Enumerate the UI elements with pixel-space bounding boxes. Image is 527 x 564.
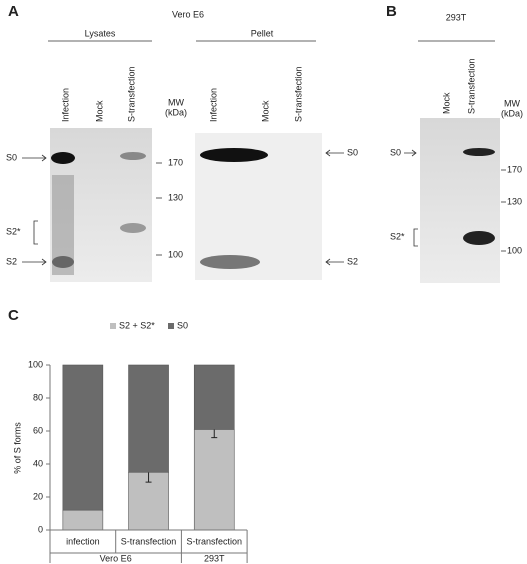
group-label: 293T [204,553,225,563]
y-tick-label: 40 [33,458,43,468]
bar-segment [62,509,104,531]
legend-swatch [168,323,174,329]
band-label: S2* [390,231,405,241]
cell-line: Vero E6 [172,9,204,19]
lane-label: Mock [441,92,451,114]
x-tick-label: S-transfection [121,536,177,546]
band [200,148,268,162]
arrow [325,258,344,266]
band [120,152,146,160]
band [51,152,75,164]
bar-segment [193,364,235,430]
band-label: S2 [347,256,358,266]
band [463,148,495,156]
lane-label: S-transfection [466,58,476,114]
band [463,231,495,245]
y-tick-label: 100 [28,359,43,369]
band [200,255,260,269]
arrow [325,149,344,157]
mw-label: MW [504,98,520,108]
legend-swatch [110,323,116,329]
band-label: S0 [6,152,17,162]
lane-label: S-transfection [293,66,303,122]
band-label: S2* [6,226,21,236]
mw-marker: 100 [168,249,183,259]
cell-line: 293T [446,12,467,22]
band-label: S0 [347,147,358,157]
legend-label: S0 [177,320,188,330]
bar-segment [62,364,104,511]
group-label: Lysates [85,28,116,38]
mw-marker: 170 [507,164,522,174]
band-label: S0 [390,147,401,157]
bar-segment [128,364,169,473]
blot [420,118,500,283]
mw-marker: 100 [507,245,522,255]
y-tick-label: 80 [33,392,43,402]
bracket [33,220,38,245]
mw-marker: 170 [168,157,183,167]
mw-unit: (kDa) [501,108,523,118]
band [52,256,74,268]
lane-label: Mock [94,100,104,122]
x-tick-label: S-transfection [186,536,242,546]
bracket [413,228,418,247]
x-tick-label: infection [66,536,100,546]
lane-label: S-transfection [126,66,136,122]
bar-segment [193,429,235,531]
mw-marker: 130 [168,192,183,202]
arrow [404,149,417,157]
panel-label: B [386,3,397,20]
mw-marker: 130 [507,196,522,206]
y-tick-label: 60 [33,425,43,435]
group-label: Pellet [251,28,274,38]
y-tick-label: 20 [33,491,43,501]
group-label: Vero E6 [100,553,132,563]
lane-label: Infection [60,88,70,122]
arrow [22,258,47,266]
panel-label: C [8,307,19,324]
y-axis-title: % of S forms [12,422,22,474]
band-label: S2 [6,256,17,266]
arrow [22,154,47,162]
mw-label: MW [168,97,184,107]
mw-unit: (kDa) [165,107,187,117]
lane-label: Mock [260,100,270,122]
band [120,223,146,233]
lane-label: Infection [208,88,218,122]
y-tick-label: 0 [38,524,43,534]
legend-label: S2 + S2* [119,320,155,330]
smear [52,175,74,275]
panel-label: A [8,3,19,20]
